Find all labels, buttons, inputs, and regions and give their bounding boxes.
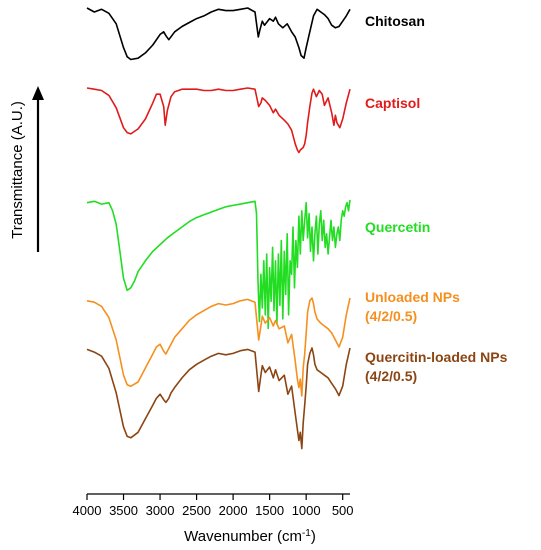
y-axis-title: Transmittance (A.U.) bbox=[9, 101, 26, 239]
x-tick-label: 4000 bbox=[73, 503, 102, 518]
x-tick-label: 1000 bbox=[292, 503, 321, 518]
series-line-5 bbox=[86, 347, 351, 450]
x-axis-title: Wavenumber (cm-1) bbox=[184, 528, 316, 546]
legend-label-line: (4/2/0.5) bbox=[365, 308, 417, 324]
x-axis-title-sup: -1 bbox=[302, 528, 311, 539]
legend-label-line: Quercetin bbox=[365, 219, 430, 235]
legend-label-line: Quercitin-loaded NPs bbox=[365, 349, 508, 365]
legend-label-line: Unloaded NPs bbox=[365, 289, 460, 305]
series-line-3 bbox=[86, 199, 351, 330]
legend-label-3: Quercetin bbox=[365, 219, 430, 235]
legend-label-2: Captisol bbox=[365, 95, 420, 111]
legend-label-4: Unloaded NPs (4/2/0.5) bbox=[365, 289, 460, 324]
legend-label-line: Chitosan bbox=[365, 13, 425, 29]
legend-label-line: Captisol bbox=[365, 95, 420, 111]
legend-label-1: Chitosan bbox=[365, 13, 425, 29]
x-tick-label: 3500 bbox=[109, 503, 138, 518]
x-axis-ticks: 4000 3500 3000 2500 2000 1500 1000 500 bbox=[73, 494, 354, 518]
legend-label-line: (4/2/0.5) bbox=[365, 368, 417, 384]
x-axis-title-end: ) bbox=[311, 528, 316, 545]
x-tick-label: 1500 bbox=[255, 503, 284, 518]
series-layer bbox=[86, 7, 351, 450]
series-line-2 bbox=[86, 87, 351, 154]
legend-labels: Chitosan Captisol Quercetin Unloaded NPs (4/… bbox=[365, 13, 508, 384]
x-tick-label: 2000 bbox=[219, 503, 248, 518]
legend-label-5: Quercitin-loaded NPs (4/2/0.5) bbox=[365, 349, 508, 384]
series-line-4 bbox=[86, 297, 351, 397]
x-tick-label: 3000 bbox=[146, 503, 175, 518]
x-axis-title-main: Wavenumber (cm bbox=[184, 528, 302, 545]
x-tick-label: 500 bbox=[332, 503, 354, 518]
x-tick-label: 2500 bbox=[182, 503, 211, 518]
series-line-1 bbox=[86, 7, 351, 61]
y-axis-arrow-head bbox=[32, 86, 44, 100]
